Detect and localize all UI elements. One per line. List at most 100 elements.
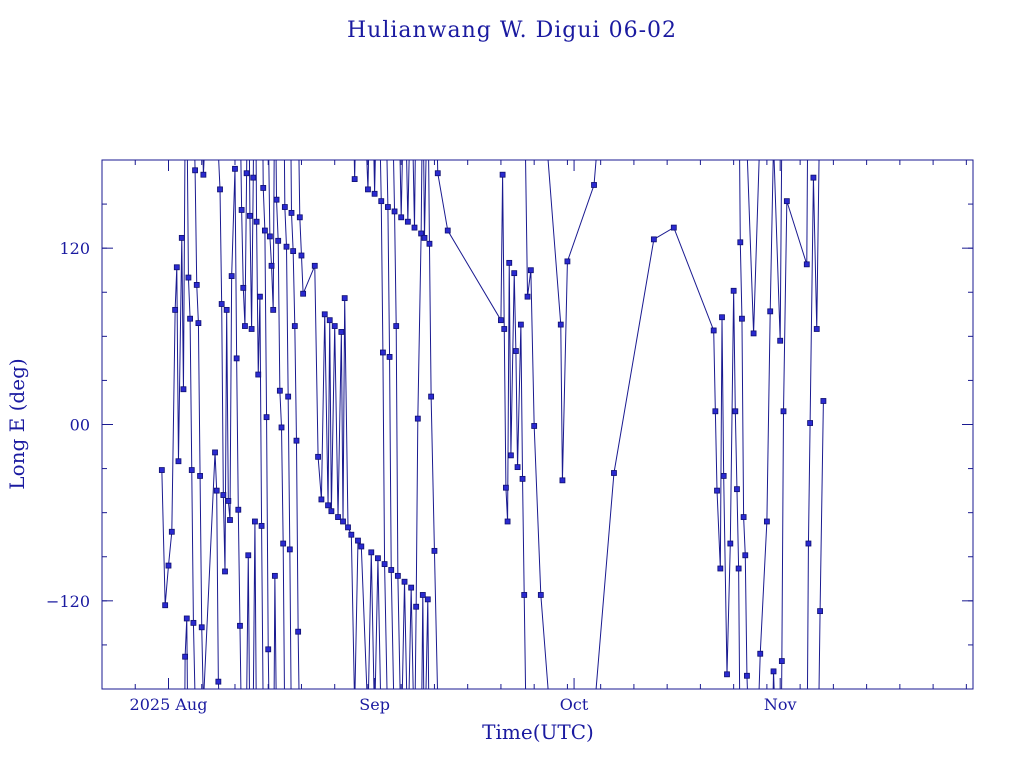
data-point xyxy=(270,306,277,313)
data-point xyxy=(265,646,272,653)
data-point xyxy=(739,315,745,322)
data-point xyxy=(524,293,531,300)
data-point xyxy=(255,371,262,378)
series-group xyxy=(158,160,827,689)
data-point xyxy=(742,552,749,559)
data-point xyxy=(744,672,750,679)
data-point xyxy=(283,243,290,250)
data-point xyxy=(288,209,295,216)
x-tick-label: Sep xyxy=(359,695,390,714)
data-point xyxy=(190,619,197,626)
data-point xyxy=(499,171,506,178)
data-point xyxy=(222,568,228,575)
data-point xyxy=(268,262,275,269)
data-point xyxy=(375,555,381,562)
data-point xyxy=(431,547,438,554)
data-point xyxy=(175,458,182,465)
data-point xyxy=(514,464,521,471)
data-point xyxy=(180,386,187,393)
data-point xyxy=(273,196,280,203)
y-tick-label: 120 xyxy=(59,239,90,258)
data-point xyxy=(315,453,321,460)
data-point xyxy=(298,252,305,259)
data-point xyxy=(398,214,405,221)
data-point xyxy=(498,317,504,324)
data-point xyxy=(173,264,180,271)
data-point xyxy=(237,622,243,629)
data-point xyxy=(245,552,252,559)
data-point xyxy=(564,258,571,265)
data-point xyxy=(355,537,361,544)
data-point xyxy=(714,487,720,494)
data-point xyxy=(740,514,747,520)
data-point xyxy=(368,549,375,556)
data-point xyxy=(378,198,385,205)
data-point xyxy=(670,224,677,231)
ticks xyxy=(101,159,973,690)
data-point xyxy=(335,514,341,520)
data-point xyxy=(521,592,528,598)
data-point xyxy=(233,355,240,362)
data-point xyxy=(393,323,400,329)
x-tick-label: Nov xyxy=(764,695,797,714)
data-point xyxy=(238,207,245,213)
data-point xyxy=(737,239,744,246)
data-point xyxy=(428,393,435,400)
data-point xyxy=(734,486,740,493)
data-point xyxy=(168,528,175,535)
data-point xyxy=(783,198,790,205)
data-point xyxy=(293,437,300,444)
data-point xyxy=(810,174,817,181)
data-point xyxy=(240,284,247,291)
data-point xyxy=(820,398,827,404)
data-point xyxy=(228,273,235,279)
data-point xyxy=(162,602,169,609)
data-point xyxy=(418,230,425,237)
data-point xyxy=(506,259,513,266)
data-point xyxy=(250,174,257,181)
data-point xyxy=(345,524,351,531)
data-point xyxy=(278,424,285,431)
data-point xyxy=(381,561,388,567)
data-point xyxy=(724,671,730,678)
data-point xyxy=(325,502,331,509)
data-point xyxy=(183,615,190,622)
data-point xyxy=(218,301,225,307)
chart-title: Hulianwang W. Digui 06-02 xyxy=(347,18,677,43)
data-point xyxy=(275,237,282,244)
data-point xyxy=(386,354,393,360)
data-point xyxy=(243,170,250,177)
data-point xyxy=(508,452,514,459)
data-point xyxy=(200,171,207,178)
data-point xyxy=(720,473,727,479)
data-point xyxy=(712,408,719,415)
data-point xyxy=(158,467,165,473)
y-tick-label: 00 xyxy=(70,416,90,435)
data-point xyxy=(732,408,739,415)
data-point xyxy=(421,234,428,241)
data-point xyxy=(348,531,355,538)
data-point xyxy=(338,329,345,335)
data-point xyxy=(340,518,346,525)
x-axis-label: Time(UTC) xyxy=(482,720,594,744)
data-point xyxy=(235,506,242,513)
data-point xyxy=(388,567,395,573)
data-point xyxy=(735,565,742,572)
data-point xyxy=(178,234,185,241)
data-point xyxy=(197,473,203,479)
data-point xyxy=(328,508,335,515)
data-point xyxy=(426,240,433,247)
data-point xyxy=(286,546,293,553)
y-axis-label: Long E (deg) xyxy=(5,358,29,489)
data-point xyxy=(371,190,378,197)
data-point xyxy=(365,186,371,193)
data-point xyxy=(763,518,770,525)
series-line xyxy=(161,160,824,689)
y-tick-label: −120 xyxy=(46,592,90,611)
data-point xyxy=(271,572,278,579)
data-point xyxy=(531,423,538,429)
data-point xyxy=(351,176,358,183)
data-point xyxy=(188,467,195,473)
data-point xyxy=(172,306,179,313)
